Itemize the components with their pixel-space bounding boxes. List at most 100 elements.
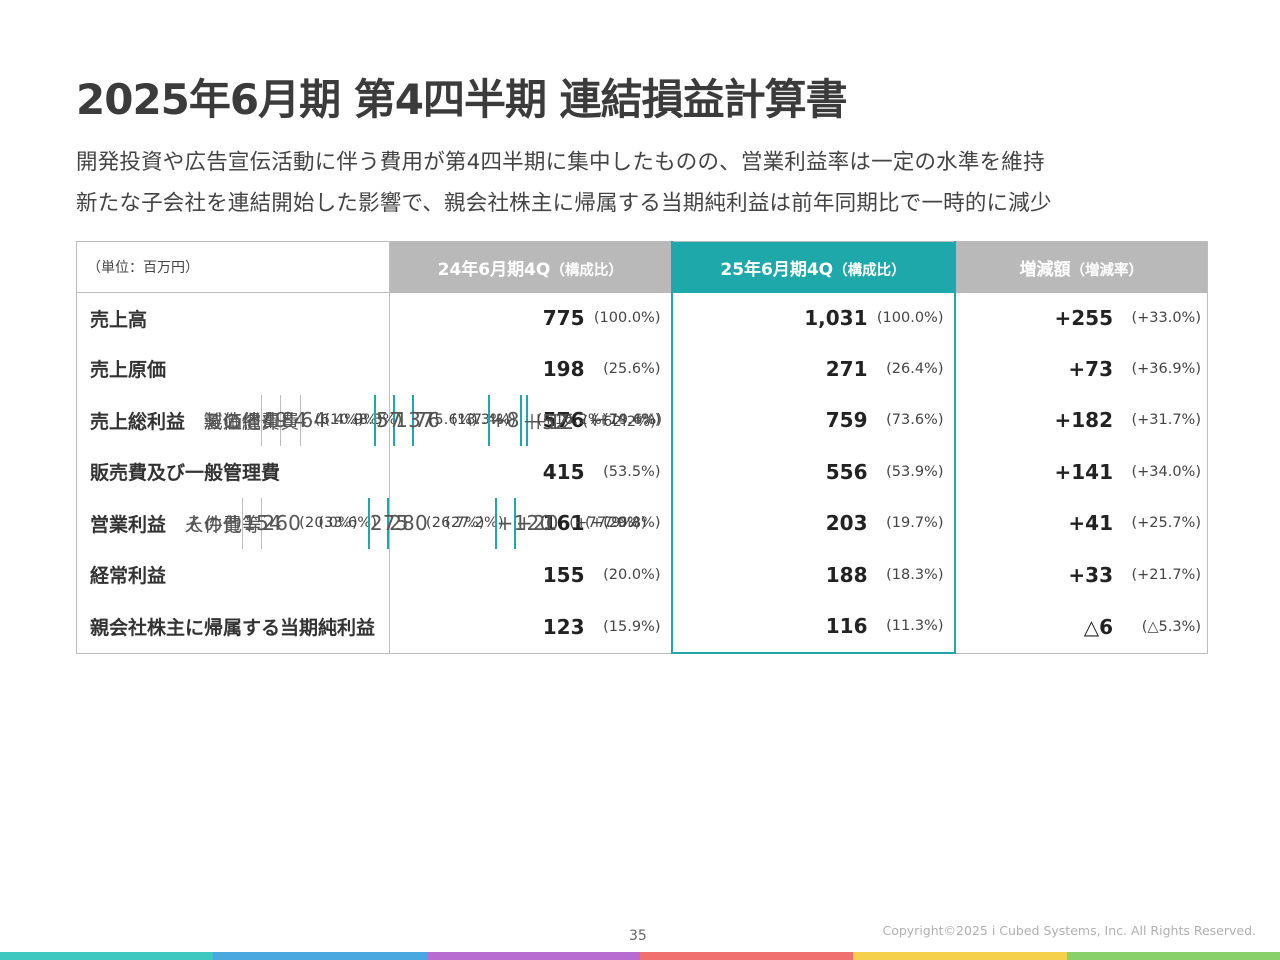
table-row: 売上原価 198 (25.6%) 271 (26.4%) +73 (+36.9%)	[76, 343, 1208, 395]
current-year-value: 275	[369, 511, 409, 536]
table-row: 親会社株主に帰属する当期純利益 123 (15.9%) 116 (11.3%) △6 (△5…	[76, 600, 1208, 654]
change-value: ＋12	[528, 409, 575, 434]
prev-year-ratio: (10.9%)	[324, 412, 384, 429]
prev-year-value: 155	[542, 562, 585, 587]
prev-year-cell: 198 (25.6%)	[390, 343, 672, 395]
color-bar-segment	[426, 952, 640, 960]
table-row: その他 154 (20.0%) 275 (26.7%) +120 (+77.9%)	[152, 497, 647, 550]
header-prev-year: 24年6月期4Q（構成比）	[389, 241, 672, 293]
prev-year-value: 49	[262, 408, 288, 433]
prev-year-cell: 161 (20.8%)	[390, 498, 672, 550]
change-ratio: (+33.0%)	[1131, 309, 1201, 326]
current-year-value: 271	[825, 356, 868, 381]
prev-year-ratio: (20.8%)	[603, 515, 661, 532]
current-year-ratio: (26.7%)	[425, 515, 485, 532]
current-year-ratio: (53.9%)	[886, 463, 944, 480]
prev-year-ratio: (100.0%)	[593, 309, 661, 326]
current-year-value: 116	[825, 614, 868, 639]
change-value: +255	[1054, 305, 1113, 330]
bottom-color-bar	[0, 952, 1280, 960]
row-label: 売上原価	[76, 343, 390, 395]
change-value: +73	[1068, 356, 1113, 381]
prev-year-ratio: (74.4%)	[603, 412, 661, 429]
income-statement-table: （単位：百万円） 24年6月期4Q（構成比） 25年6月期4Q（構成比） 増減額…	[76, 241, 1208, 654]
change-ratio: (+77.9%)	[569, 515, 641, 532]
current-year-cell: 116 (11.3%)	[670, 600, 956, 654]
header-cur-main: 25年6月期4Q	[720, 259, 834, 280]
page-number: 35	[629, 928, 647, 944]
table-body: 売上高 775 (100.0%) 1,031 (100.0%) +255 (+33.0%) 売…	[76, 292, 1208, 654]
color-bar-segment	[1066, 952, 1280, 960]
change-value: △6	[1083, 614, 1113, 639]
change-cell: ＋52 (＋62.2%)	[521, 395, 662, 447]
change-value: +20	[515, 511, 559, 536]
header-prev-sub: （構成比）	[550, 262, 623, 279]
current-year-value: 203	[825, 511, 868, 536]
current-year-cell: 556 (53.9%)	[670, 446, 956, 498]
prev-year-cell: 775 (100.0%)	[390, 293, 672, 344]
change-value: +120	[496, 511, 553, 536]
change-cell: +255 (+33.0%)	[955, 293, 1208, 344]
color-bar-segment	[0, 952, 214, 960]
table-row: 経常利益 155 (20.0%) 188 (18.3%) +33 (+21.7%)	[76, 549, 1208, 601]
current-year-cell: 188 (18.3%)	[670, 549, 956, 601]
page-title: 2025年6月期 第4四半期 連結損益計算書	[76, 75, 848, 124]
prev-year-cell: 155 (20.0%)	[390, 549, 672, 601]
color-bar-segment	[853, 952, 1067, 960]
change-ratio: (+21.7%)	[1131, 566, 1201, 583]
row-label: 販売費及び一般管理費	[76, 446, 390, 498]
change-ratio: (+16.2%)	[536, 412, 608, 429]
change-ratio: (△5.3%)	[1141, 618, 1201, 635]
change-cell: +41 (+25.7%)	[955, 498, 1208, 550]
subtitle-line-1: 開発投資や広告宣伝活動に伴う費用が第4四半期に集中したものの、営業利益率は一定の…	[76, 150, 1045, 175]
current-year-ratio: (18.3%)	[886, 566, 944, 583]
current-year-ratio: (26.4%)	[886, 360, 944, 377]
prev-year-cell: 415 (53.5%)	[390, 446, 672, 498]
change-value: +33	[1068, 562, 1113, 587]
change-cell: +120 (+77.9%)	[496, 498, 647, 550]
prev-year-ratio: (53.5%)	[603, 463, 661, 480]
change-ratio: (+25.7%)	[1131, 515, 1201, 532]
current-year-cell: 1,031 (100.0%)	[670, 292, 956, 343]
change-ratio: (+7.9%)	[584, 515, 647, 532]
current-year-ratio: (11.3%)	[886, 618, 944, 635]
prev-year-value: 64	[300, 408, 327, 433]
prev-year-cell: 84 (10.9%)	[281, 395, 394, 447]
current-year-ratio: (100.0%)	[876, 309, 944, 326]
prev-year-value: 198	[542, 356, 585, 381]
current-year-cell: 275 (26.7%)	[367, 497, 497, 549]
change-cell: +20 (+7.9%)	[515, 498, 653, 550]
header-current-year: 25年6月期4Q（構成比）	[670, 241, 956, 293]
change-value: ＋52	[521, 409, 569, 434]
header-cur-sub: （構成比）	[833, 262, 906, 279]
prev-year-value: 775	[542, 305, 585, 330]
row-label: 売上高	[76, 292, 390, 343]
change-cell: △6 (△5.3%)	[954, 600, 1208, 654]
change-cell: +8 (+16.2%)	[489, 395, 614, 447]
prev-year-cell: 123 (15.9%)	[389, 600, 672, 654]
prev-year-ratio: (20.0%)	[603, 566, 661, 583]
table-row: 売上高 775 (100.0%) 1,031 (100.0%) +255 (+33.0%)	[76, 292, 1208, 344]
prev-year-cell: 49 (6.4%)	[262, 395, 375, 447]
prev-year-ratio: (15.9%)	[603, 618, 661, 635]
prev-year-value: 415	[542, 459, 585, 484]
prev-year-cell: 260 (33.6%)	[262, 498, 388, 550]
subtitle-line-2: 新たな子会社を連結開始した影響で、親会社株主に帰属する当期純利益は前年同期比で一…	[76, 191, 1052, 216]
header-change-main: 増減額	[1019, 259, 1071, 280]
prev-year-ratio: (25.6%)	[603, 360, 661, 377]
prev-year-cell: 576 (74.4%)	[390, 395, 672, 447]
row-label: その他	[152, 497, 244, 549]
change-ratio: (+34.0%)	[1131, 463, 1201, 480]
unit-label: （単位：百万円）	[76, 241, 390, 293]
row-label: 経常利益	[76, 549, 390, 601]
header-change-sub: （増減率）	[1070, 262, 1144, 279]
change-cell: +33 (+21.7%)	[955, 549, 1208, 601]
current-year-value: 1,031	[804, 305, 868, 330]
current-year-ratio: (73.6%)	[886, 412, 944, 429]
prev-year-ratio: (6.4%)	[314, 412, 364, 429]
prev-year-value: 260	[262, 511, 302, 536]
change-value: +41	[1068, 511, 1113, 536]
table-row: その他 49 (6.4%) 57 (5.6%) +8 (+16.2%)	[152, 394, 614, 447]
prev-year-value: 84	[281, 408, 308, 433]
change-value: +182	[1054, 408, 1113, 433]
